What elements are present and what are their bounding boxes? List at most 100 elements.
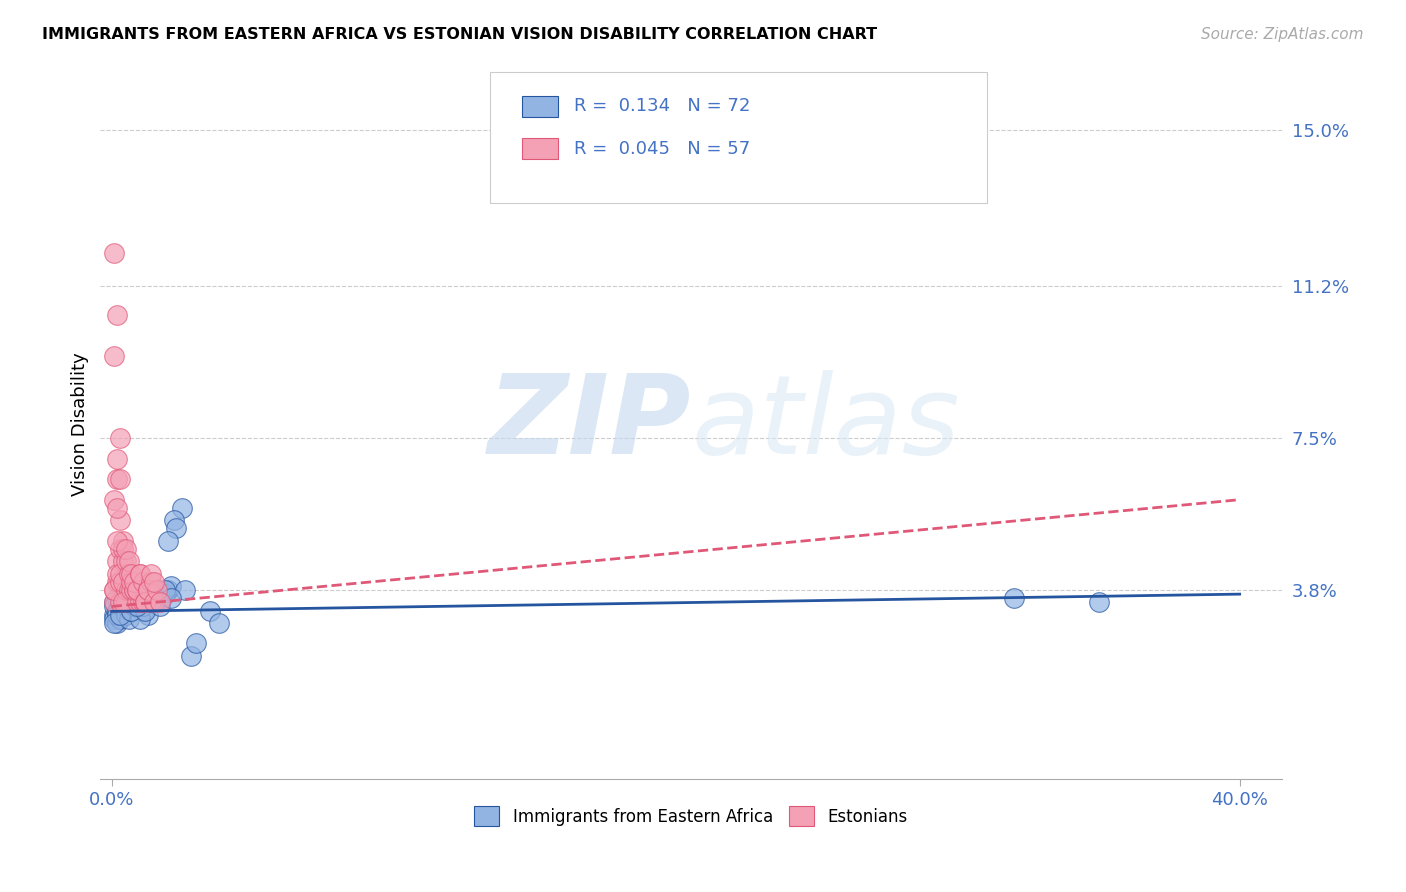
- Point: [105, 554, 128, 568]
- Point: [105, 566, 128, 581]
- Point: [114, 599, 136, 614]
- Point: [111, 599, 134, 614]
- Point: [148, 599, 170, 614]
- Point: [134, 603, 156, 617]
- Text: Source: ZipAtlas.com: Source: ZipAtlas.com: [1201, 27, 1364, 42]
- Text: R =  0.134   N = 72: R = 0.134 N = 72: [574, 97, 751, 115]
- Point: [103, 612, 125, 626]
- Point: [111, 591, 134, 606]
- Point: [114, 595, 136, 609]
- Point: [134, 591, 156, 606]
- Point: [131, 599, 153, 614]
- Point: [105, 603, 128, 617]
- FancyBboxPatch shape: [491, 72, 987, 203]
- Point: [108, 599, 131, 614]
- Point: [128, 595, 150, 609]
- Point: [122, 582, 145, 597]
- Point: [114, 591, 136, 606]
- Point: [120, 566, 142, 581]
- Point: [186, 636, 208, 650]
- Point: [163, 513, 186, 527]
- Point: [128, 566, 150, 581]
- Point: [134, 595, 156, 609]
- Point: [120, 599, 142, 614]
- Point: [125, 595, 148, 609]
- Point: [136, 587, 159, 601]
- Point: [114, 582, 136, 597]
- Point: [108, 541, 131, 556]
- Point: [114, 554, 136, 568]
- Point: [125, 582, 148, 597]
- Point: [103, 349, 125, 363]
- Point: [157, 533, 180, 548]
- Point: [108, 595, 131, 609]
- Point: [122, 599, 145, 614]
- FancyBboxPatch shape: [522, 95, 558, 117]
- Point: [125, 599, 148, 614]
- Point: [180, 648, 202, 663]
- Point: [108, 472, 131, 486]
- Point: [139, 566, 162, 581]
- Point: [103, 615, 125, 630]
- Point: [160, 591, 183, 606]
- Text: IMMIGRANTS FROM EASTERN AFRICA VS ESTONIAN VISION DISABILITY CORRELATION CHART: IMMIGRANTS FROM EASTERN AFRICA VS ESTONI…: [42, 27, 877, 42]
- Point: [131, 574, 153, 589]
- Point: [111, 595, 134, 609]
- Text: atlas: atlas: [692, 370, 960, 477]
- Point: [105, 451, 128, 466]
- Point: [1002, 591, 1025, 606]
- Point: [160, 579, 183, 593]
- Point: [134, 591, 156, 606]
- Point: [103, 607, 125, 622]
- Point: [200, 603, 222, 617]
- Point: [105, 615, 128, 630]
- Point: [117, 582, 139, 597]
- Point: [174, 582, 197, 597]
- Point: [103, 246, 125, 260]
- Point: [155, 582, 177, 597]
- Point: [145, 595, 167, 609]
- Point: [108, 595, 131, 609]
- Point: [145, 582, 167, 597]
- Point: [166, 521, 188, 535]
- Point: [120, 582, 142, 597]
- Point: [142, 595, 165, 609]
- Point: [105, 308, 128, 322]
- Text: ZIP: ZIP: [488, 370, 692, 477]
- FancyBboxPatch shape: [522, 138, 558, 160]
- Point: [139, 587, 162, 601]
- Point: [131, 603, 153, 617]
- Point: [108, 607, 131, 622]
- Point: [122, 599, 145, 614]
- Point: [136, 582, 159, 597]
- Y-axis label: Vision Disability: Vision Disability: [72, 351, 89, 496]
- Point: [105, 500, 128, 515]
- Point: [105, 472, 128, 486]
- Point: [111, 603, 134, 617]
- Point: [136, 607, 159, 622]
- Point: [128, 599, 150, 614]
- Point: [111, 541, 134, 556]
- Point: [103, 582, 125, 597]
- Point: [125, 591, 148, 606]
- Point: [117, 612, 139, 626]
- Point: [111, 595, 134, 609]
- Point: [145, 582, 167, 597]
- Point: [114, 541, 136, 556]
- Point: [152, 591, 174, 606]
- Point: [155, 587, 177, 601]
- Point: [117, 566, 139, 581]
- Point: [172, 500, 194, 515]
- Point: [122, 582, 145, 597]
- Point: [125, 582, 148, 597]
- Point: [128, 612, 150, 626]
- Point: [103, 595, 125, 609]
- Legend: Immigrants from Eastern Africa, Estonians: Immigrants from Eastern Africa, Estonian…: [465, 797, 917, 835]
- Point: [105, 603, 128, 617]
- Point: [108, 612, 131, 626]
- Point: [103, 492, 125, 507]
- Point: [103, 582, 125, 597]
- Point: [117, 603, 139, 617]
- Point: [139, 591, 162, 606]
- Point: [111, 533, 134, 548]
